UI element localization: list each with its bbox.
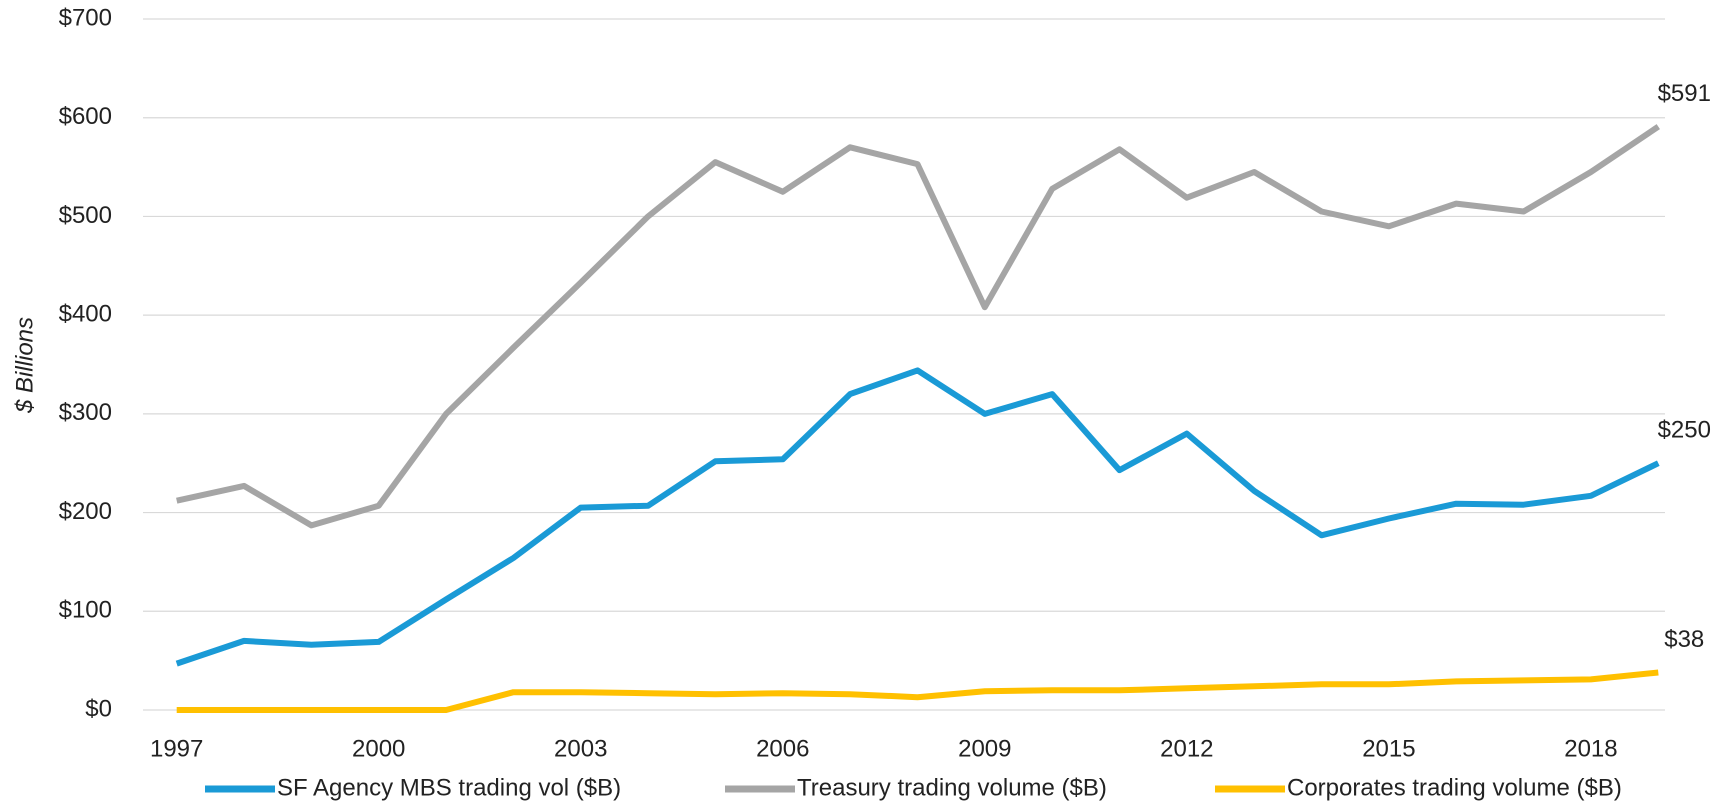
x-tick-label: 2000 <box>352 735 405 762</box>
value-label: $250 <box>1658 417 1711 444</box>
legend-label: Treasury trading volume ($B) <box>797 774 1107 801</box>
y-tick-label: $300 <box>59 399 112 426</box>
y-tick-label: $200 <box>59 498 112 525</box>
y-axis-label: $ Billions <box>11 317 38 414</box>
y-tick-label: $700 <box>59 4 112 31</box>
series-line <box>176 124 1660 529</box>
y-tick-label: $500 <box>59 202 112 229</box>
value-label: $38 <box>1664 626 1704 653</box>
series-line <box>176 669 1659 713</box>
x-tick-label: 2009 <box>958 735 1011 762</box>
value-label: $591 <box>1658 80 1711 107</box>
legend-label: SF Agency MBS trading vol ($B) <box>277 774 621 801</box>
x-tick-label: 2003 <box>554 735 607 762</box>
x-tick-label: 2018 <box>1564 735 1617 762</box>
x-tick-label: 2006 <box>756 735 809 762</box>
y-tick-label: $100 <box>59 597 112 624</box>
series-line <box>175 367 1660 667</box>
x-tick-label: 2015 <box>1362 735 1415 762</box>
legend-label: Corporates trading volume ($B) <box>1287 774 1622 801</box>
x-tick-label: 1997 <box>150 735 203 762</box>
y-tick-label: $400 <box>59 300 112 327</box>
y-tick-label: $0 <box>85 695 112 722</box>
y-tick-label: $600 <box>59 103 112 130</box>
x-tick-label: 2012 <box>1160 735 1213 762</box>
